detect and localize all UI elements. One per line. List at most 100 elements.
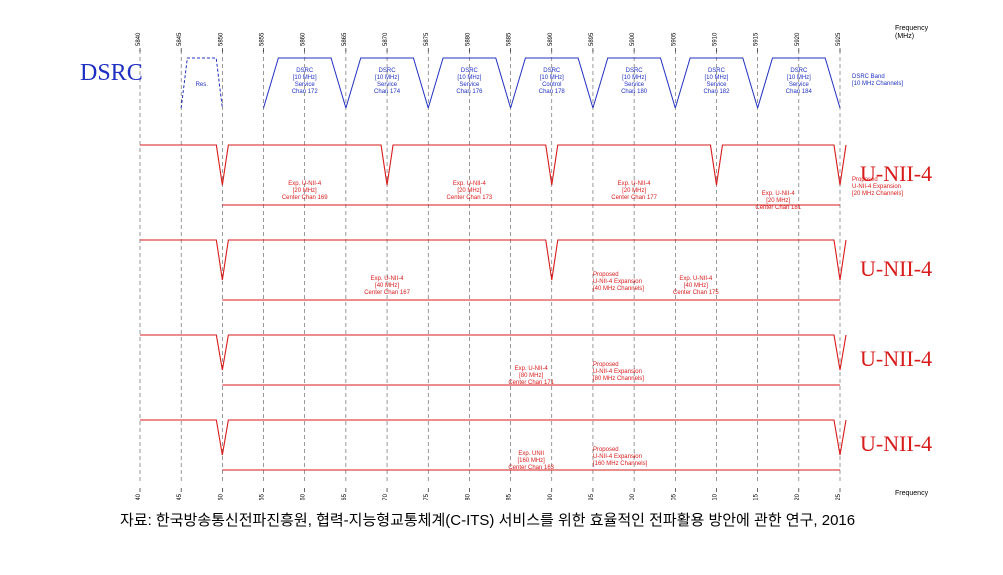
svg-text:5885: 5885 <box>507 493 513 500</box>
figure-caption: 자료: 한국방송통신전파진흥원, 협력-지능형교통체계(C-ITS) 서비스를 … <box>120 510 920 533</box>
svg-text:Center Chan 173: Center Chan 173 <box>447 195 493 201</box>
svg-text:Exp. U-NII-4: Exp. U-NII-4 <box>371 276 405 282</box>
svg-text:Chan 180: Chan 180 <box>621 89 648 95</box>
svg-text:5845: 5845 <box>177 32 183 46</box>
svg-text:5925: 5925 <box>836 493 842 500</box>
svg-text:Center Chan 177: Center Chan 177 <box>611 195 657 201</box>
svg-text:Service: Service <box>377 82 398 88</box>
svg-text:5875: 5875 <box>424 493 430 500</box>
svg-text:5925: 5925 <box>836 32 842 46</box>
svg-text:[80 MHz Channels]: [80 MHz Channels] <box>593 376 644 382</box>
svg-text:Service: Service <box>706 82 727 88</box>
svg-text:5850: 5850 <box>218 493 224 500</box>
svg-text:5885: 5885 <box>507 32 513 46</box>
svg-text:Service: Service <box>789 82 810 88</box>
svg-text:[20 MHz]: [20 MHz] <box>293 188 317 194</box>
svg-text:5850: 5850 <box>218 32 224 46</box>
svg-text:[10 MHz]: [10 MHz] <box>540 75 564 81</box>
svg-text:Center Chan 175: Center Chan 175 <box>673 290 719 296</box>
svg-text:DSRC: DSRC <box>461 68 479 74</box>
svg-text:5865: 5865 <box>342 32 348 46</box>
svg-text:5905: 5905 <box>671 493 677 500</box>
svg-text:5895: 5895 <box>589 32 595 46</box>
svg-text:Proposed: Proposed <box>593 272 619 278</box>
svg-text:Center Chan 169: Center Chan 169 <box>282 195 328 201</box>
svg-text:5870: 5870 <box>383 493 389 500</box>
svg-text:[20 MHz Channels]: [20 MHz Channels] <box>852 191 903 197</box>
svg-text:5900: 5900 <box>630 493 636 500</box>
svg-text:DSRC Band: DSRC Band <box>852 74 885 80</box>
svg-text:DSRC: DSRC <box>790 68 808 74</box>
svg-text:Proposed: Proposed <box>593 362 619 368</box>
svg-text:5860: 5860 <box>301 493 307 500</box>
svg-text:Exp. U-NII-4: Exp. U-NII-4 <box>288 181 322 187</box>
svg-text:Chan 172: Chan 172 <box>292 89 319 95</box>
svg-text:DSRC: DSRC <box>543 68 561 74</box>
svg-text:[10 MHz]: [10 MHz] <box>457 75 481 81</box>
svg-text:Service: Service <box>295 82 316 88</box>
svg-text:5870: 5870 <box>383 32 389 46</box>
svg-text:Chan 184: Chan 184 <box>786 89 813 95</box>
svg-text:5845: 5845 <box>177 493 183 500</box>
svg-text:Exp. U-NII-4: Exp. U-NII-4 <box>515 366 549 372</box>
svg-text:U-NII-4 Expansion: U-NII-4 Expansion <box>593 369 642 375</box>
svg-text:5865: 5865 <box>342 493 348 500</box>
svg-text:5910: 5910 <box>712 493 718 500</box>
svg-text:5860: 5860 <box>301 32 307 46</box>
svg-text:Exp. U-NII-4: Exp. U-NII-4 <box>618 181 652 187</box>
svg-text:DSRC: DSRC <box>626 68 644 74</box>
unii-row-0-envelope <box>140 145 846 185</box>
svg-text:Exp. UNII: Exp. UNII <box>518 451 544 457</box>
svg-text:[10 MHz]: [10 MHz] <box>622 75 646 81</box>
unii-big-label-2: U-NII-4 <box>860 346 932 371</box>
svg-text:Chan 174: Chan 174 <box>374 89 401 95</box>
unii-row-3-envelope <box>140 420 846 455</box>
svg-text:Center Chan 171: Center Chan 171 <box>508 380 554 386</box>
unii-big-label-3: U-NII-4 <box>860 431 932 456</box>
svg-text:U-NII-4 Expansion: U-NII-4 Expansion <box>593 279 642 285</box>
svg-text:[10 MHz Channels]: [10 MHz Channels] <box>852 81 903 87</box>
svg-text:5910: 5910 <box>712 32 718 46</box>
svg-text:[80 MHz]: [80 MHz] <box>519 373 543 379</box>
svg-text:Exp. U-NII-4: Exp. U-NII-4 <box>679 276 713 282</box>
unii-row-2-envelope <box>140 335 846 370</box>
svg-text:Exp. U-NII-4: Exp. U-NII-4 <box>453 181 487 187</box>
svg-text:Frequency: Frequency <box>895 25 929 32</box>
svg-text:Chan 182: Chan 182 <box>703 89 730 95</box>
svg-text:Control: Control <box>542 82 561 88</box>
dsrc-title: DSRC <box>80 60 143 86</box>
svg-text:5880: 5880 <box>465 493 471 500</box>
svg-text:(MHz): (MHz) <box>895 33 914 40</box>
svg-text:Frequency: Frequency <box>895 490 929 497</box>
svg-text:[40 MHz]: [40 MHz] <box>375 283 399 289</box>
svg-text:5915: 5915 <box>754 32 760 46</box>
svg-text:[10 MHz]: [10 MHz] <box>704 75 728 81</box>
svg-text:[20 MHz]: [20 MHz] <box>766 198 790 204</box>
svg-text:[40 MHz Channels]: [40 MHz Channels] <box>593 286 644 292</box>
svg-text:DSRC: DSRC <box>708 68 726 74</box>
svg-text:5920: 5920 <box>795 32 801 46</box>
svg-text:Chan 178: Chan 178 <box>539 89 566 95</box>
svg-text:5900: 5900 <box>630 32 636 46</box>
svg-text:DSRC: DSRC <box>296 68 314 74</box>
svg-text:5890: 5890 <box>548 32 554 46</box>
unii-big-label-0: U-NII-4 <box>860 161 932 186</box>
svg-text:[10 MHz]: [10 MHz] <box>787 75 811 81</box>
svg-text:[10 MHz]: [10 MHz] <box>293 75 317 81</box>
svg-text:[40 MHz]: [40 MHz] <box>684 283 708 289</box>
svg-text:5880: 5880 <box>465 32 471 46</box>
svg-text:Center Chan 181: Center Chan 181 <box>755 205 801 211</box>
svg-text:Service: Service <box>624 82 645 88</box>
svg-text:5920: 5920 <box>795 493 801 500</box>
svg-text:Res.: Res. <box>196 82 209 88</box>
svg-text:5905: 5905 <box>671 32 677 46</box>
svg-text:5915: 5915 <box>754 493 760 500</box>
unii-row-1-envelope <box>140 240 846 280</box>
svg-text:[20 MHz]: [20 MHz] <box>622 188 646 194</box>
svg-text:Center Chan 167: Center Chan 167 <box>364 290 410 296</box>
svg-text:DSRC: DSRC <box>379 68 397 74</box>
svg-text:[10 MHz]: [10 MHz] <box>375 75 399 81</box>
svg-text:Center Chan 163: Center Chan 163 <box>508 465 554 471</box>
svg-text:Chan 176: Chan 176 <box>456 89 483 95</box>
svg-text:5890: 5890 <box>548 493 554 500</box>
